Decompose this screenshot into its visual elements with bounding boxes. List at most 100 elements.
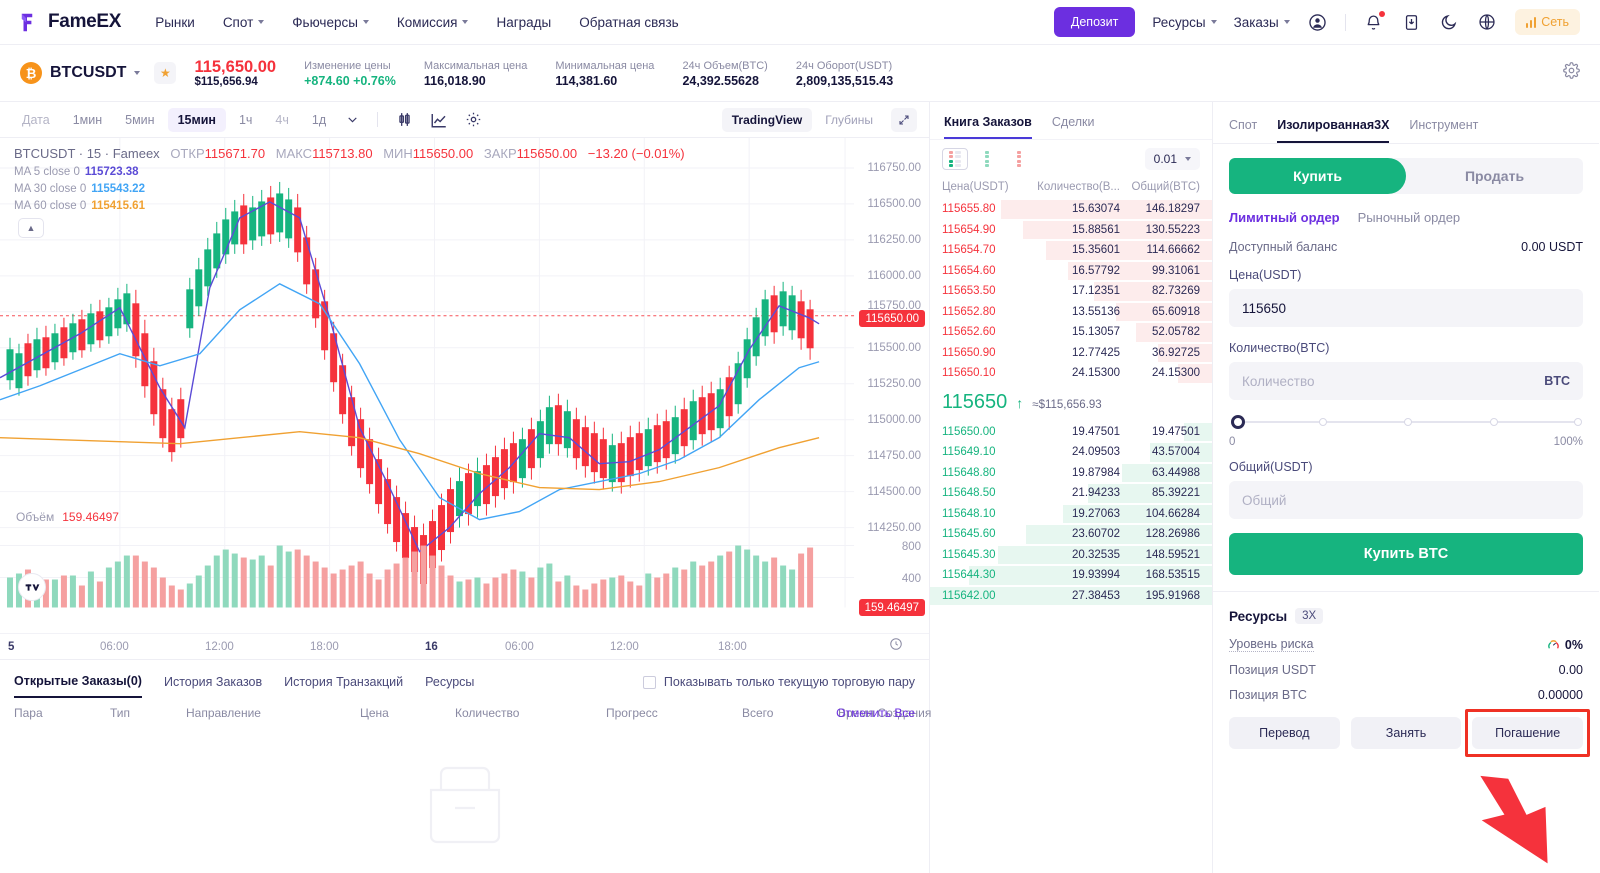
bell-icon[interactable] xyxy=(1363,10,1385,33)
orderbook-mode-asks-icon[interactable] xyxy=(1006,148,1032,170)
orderbook-ask-row[interactable]: 115654.70 15.35601 114.66662 xyxy=(930,240,1212,261)
tab-isolated-margin[interactable]: Изолированная3X xyxy=(1277,118,1390,143)
tab-open-orders[interactable]: Открытые Заказы(0) xyxy=(14,674,142,698)
nav-item-feedback[interactable]: Обратная связь xyxy=(579,15,678,30)
candlestick-chart-icon[interactable] xyxy=(389,111,420,128)
timeframe-15m[interactable]: 15мин xyxy=(167,107,226,132)
timeframe-more-chevron-icon[interactable] xyxy=(339,113,366,126)
chart-timezone-icon[interactable] xyxy=(889,637,903,656)
timeframe-1d[interactable]: 1д xyxy=(311,112,327,127)
timeframe-1h[interactable]: 1ч xyxy=(238,112,253,127)
nav-item-resources[interactable]: Ресурсы xyxy=(1152,15,1217,30)
repay-button[interactable]: Погашение xyxy=(1472,717,1584,749)
stat-label: Максимальная цена xyxy=(423,59,528,72)
nav-item-markets[interactable]: Рынки xyxy=(155,15,195,30)
orderbook-bid-row[interactable]: 115648.10 19.27063 104.66284 xyxy=(930,504,1212,525)
network-status-button[interactable]: Сеть xyxy=(1514,9,1580,35)
slider-node-25[interactable] xyxy=(1318,418,1327,426)
submit-buy-button[interactable]: Купить BTC xyxy=(1229,533,1583,575)
tab-spot[interactable]: Спот xyxy=(1229,118,1258,132)
moon-icon[interactable] xyxy=(1439,12,1460,33)
tab-instrument[interactable]: Инструмент xyxy=(1409,118,1479,132)
orderbook-bid-row[interactable]: 115644.30 19.93994 168.53515 xyxy=(930,565,1212,586)
orderbook-bid-row[interactable]: 115649.10 24.09503 43.57004 xyxy=(930,442,1212,463)
orderbook-ask-row[interactable]: 115654.90 15.88561 130.55223 xyxy=(930,220,1212,241)
tab-transaction-history[interactable]: История Транзакций xyxy=(284,675,404,689)
order-type-limit[interactable]: Лимитный ордер xyxy=(1229,210,1340,225)
slider-node-100[interactable] xyxy=(1574,418,1582,426)
timeframe-1m[interactable]: 1мин xyxy=(72,112,103,127)
tab-trades[interactable]: Сделки xyxy=(1051,115,1095,129)
pair-selector[interactable]: ₿ BTCUSDT xyxy=(20,62,141,84)
orderbook-bid-row[interactable]: 115645.30 20.32535 148.59521 xyxy=(930,545,1212,566)
x-tick: 12:00 xyxy=(610,640,639,653)
transfer-button[interactable]: Перевод xyxy=(1229,717,1340,749)
slider-node-50[interactable] xyxy=(1404,418,1413,426)
legend-collapse-icon[interactable]: ▲ xyxy=(18,218,44,238)
nav-item-futures[interactable]: Фьючерсы xyxy=(292,15,369,30)
main-content: Дата 1мин 5мин 15мин 1ч 4ч 1д xyxy=(0,102,1600,873)
price-input[interactable] xyxy=(1242,300,1570,316)
orderbook-bid-row[interactable]: 115642.00 27.38453 195.91968 xyxy=(930,586,1212,607)
orderbook-ask-row[interactable]: 115652.60 15.13057 52.05782 xyxy=(930,322,1212,343)
amount-input[interactable] xyxy=(1242,373,1545,389)
price-field[interactable] xyxy=(1229,289,1583,327)
orderbook-bid-row[interactable]: 115648.50 21.94233 85.39221 xyxy=(930,483,1212,504)
bid-total: 128.26986 xyxy=(1145,528,1200,541)
fullscreen-expand-icon[interactable] xyxy=(891,107,917,132)
slider-handle[interactable] xyxy=(1231,415,1245,429)
download-icon[interactable] xyxy=(1401,12,1422,33)
account-icon[interactable] xyxy=(1307,12,1328,33)
timeframe-4h[interactable]: 4ч xyxy=(275,112,289,127)
tab-orderbook[interactable]: Книга Заказов xyxy=(944,115,1032,139)
cancel-all-link[interactable]: Отменить Все xyxy=(836,706,915,720)
bid-quantity: 19.47501 xyxy=(1072,425,1120,438)
timeframe-date[interactable]: Дата xyxy=(22,112,50,127)
orderbook-bid-row[interactable]: 115650.00 19.47501 19.47501 xyxy=(930,422,1212,443)
amount-field[interactable]: BTC xyxy=(1229,362,1583,400)
orderbook-ask-row[interactable]: 115650.90 12.77425 36.92725 xyxy=(930,343,1212,364)
tab-resources[interactable]: Ресурсы xyxy=(425,675,475,689)
tradingview-logo-icon[interactable] xyxy=(18,573,46,601)
price-chart[interactable]: BTCUSDT · 15 · Fameex ОТКР115671.70 МАКС… xyxy=(0,138,929,633)
view-mode-tradingview[interactable]: TradingView xyxy=(721,107,813,132)
ask-price: 115654.90 xyxy=(942,223,996,236)
chart-settings-gear-icon[interactable] xyxy=(458,111,489,128)
nav-item-rewards[interactable]: Награды xyxy=(496,15,551,30)
timeframe-5m[interactable]: 5мин xyxy=(125,112,155,127)
deposit-button[interactable]: Депозит xyxy=(1053,7,1136,37)
orderbook-ask-row[interactable]: 115655.80 15.63074 146.18297 xyxy=(930,199,1212,220)
nav-item-spot[interactable]: Спот xyxy=(223,15,265,30)
orderbook-mode-bids-icon[interactable] xyxy=(974,148,1000,170)
line-chart-icon[interactable] xyxy=(423,111,455,129)
orderbook-bid-row[interactable]: 115645.60 23.60702 128.26986 xyxy=(930,524,1212,545)
orderbook-ask-row[interactable]: 115650.10 24.15300 24.15300 xyxy=(930,363,1212,384)
ticker-settings-icon[interactable] xyxy=(1563,62,1580,84)
tab-order-history[interactable]: История Заказов xyxy=(163,675,263,689)
nav-item-orders[interactable]: Заказы xyxy=(1234,15,1290,30)
buy-tab-button[interactable]: Купить xyxy=(1229,158,1406,194)
brand-logo[interactable]: FameEX xyxy=(20,11,121,33)
amount-percent-slider[interactable] xyxy=(1231,414,1582,430)
favorite-star-icon[interactable]: ★ xyxy=(154,62,177,84)
precision-selector[interactable]: 0.01 xyxy=(1144,148,1200,170)
order-type-market[interactable]: Рыночный ордер xyxy=(1357,210,1461,225)
total-input[interactable] xyxy=(1242,492,1570,508)
total-field[interactable] xyxy=(1229,481,1583,519)
current-pair-only-checkbox[interactable]: Показывать только текущую торговую пару xyxy=(642,675,915,697)
order-form: Купить Продать Лимитный ордер Рыночный о… xyxy=(1213,144,1599,575)
slider-node-75[interactable] xyxy=(1490,418,1498,426)
borrow-button[interactable]: Занять xyxy=(1350,717,1462,749)
nav-item-commission[interactable]: Комиссия xyxy=(397,15,469,30)
orderbook-ask-row[interactable]: 115653.50 17.12351 82.73269 xyxy=(930,281,1212,302)
checkbox-label: Показывать только текущую торговую пару xyxy=(663,675,915,689)
orderbook-ask-row[interactable]: 115654.60 16.57792 99.31061 xyxy=(930,261,1212,282)
globe-icon[interactable] xyxy=(1477,12,1498,33)
position-usdt-value: 0.00 xyxy=(1558,663,1583,677)
orderbook-bid-row[interactable]: 115648.80 19.87984 63.44988 xyxy=(930,463,1212,484)
orderbook-mode-both-icon[interactable] xyxy=(942,148,968,170)
y-tick: 115250.00 xyxy=(867,378,921,390)
sell-tab-button[interactable]: Продать xyxy=(1464,168,1525,184)
orderbook-ask-row[interactable]: 115652.80 13.55136 65.60918 xyxy=(930,302,1212,323)
view-mode-depth[interactable]: Глубины xyxy=(825,112,873,127)
